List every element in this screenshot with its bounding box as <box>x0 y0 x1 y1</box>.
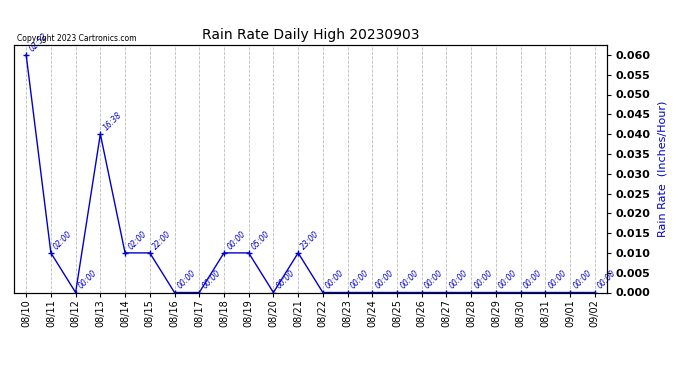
Text: 00:00: 00:00 <box>522 268 544 291</box>
Text: 02:00: 02:00 <box>52 229 74 251</box>
Text: 00:00: 00:00 <box>571 268 593 291</box>
Text: 02:52: 02:52 <box>28 31 50 53</box>
Text: 00:00: 00:00 <box>349 268 371 291</box>
Text: 22:00: 22:00 <box>151 229 173 251</box>
Text: 00:00: 00:00 <box>596 268 618 291</box>
Text: 23:00: 23:00 <box>299 229 322 251</box>
Text: 05:00: 05:00 <box>250 229 272 251</box>
Y-axis label: Rain Rate  (Inches/Hour): Rain Rate (Inches/Hour) <box>658 100 667 237</box>
Text: 00:00: 00:00 <box>201 268 222 291</box>
Text: 00:00: 00:00 <box>497 268 519 291</box>
Text: 00:00: 00:00 <box>398 268 420 291</box>
Text: 00:00: 00:00 <box>373 268 395 291</box>
Text: 00:00: 00:00 <box>77 268 99 291</box>
Text: Copyright 2023 Cartronics.com: Copyright 2023 Cartronics.com <box>17 33 136 42</box>
Text: 16:38: 16:38 <box>101 110 124 132</box>
Text: 00:00: 00:00 <box>225 229 247 251</box>
Text: 02:00: 02:00 <box>126 229 148 251</box>
Text: 00:00: 00:00 <box>176 268 198 291</box>
Title: Rain Rate Daily High 20230903: Rain Rate Daily High 20230903 <box>201 28 420 42</box>
Text: 00:00: 00:00 <box>324 268 346 291</box>
Text: 00:00: 00:00 <box>448 268 470 291</box>
Text: 00:00: 00:00 <box>423 268 445 291</box>
Text: 00:00: 00:00 <box>275 268 297 291</box>
Text: 00:00: 00:00 <box>473 268 495 291</box>
Text: 00:00: 00:00 <box>546 268 569 291</box>
